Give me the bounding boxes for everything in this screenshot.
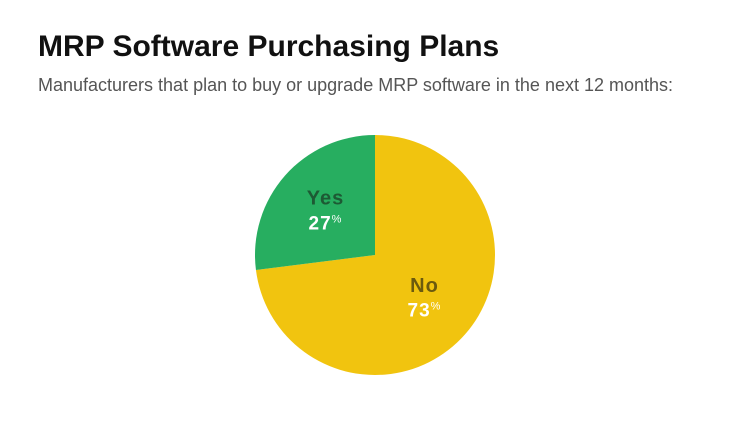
pie-slice	[255, 135, 375, 271]
slice-label: No	[410, 275, 439, 297]
slice-label: Yes	[307, 188, 344, 210]
chart-title: MRP Software Purchasing Plans	[38, 30, 499, 63]
chart-subtitle: Manufacturers that plan to buy or upgrad…	[38, 75, 673, 95]
value-label: 73%	[408, 301, 442, 322]
value-label: 27%	[309, 213, 343, 234]
pie-slice	[255, 135, 496, 375]
